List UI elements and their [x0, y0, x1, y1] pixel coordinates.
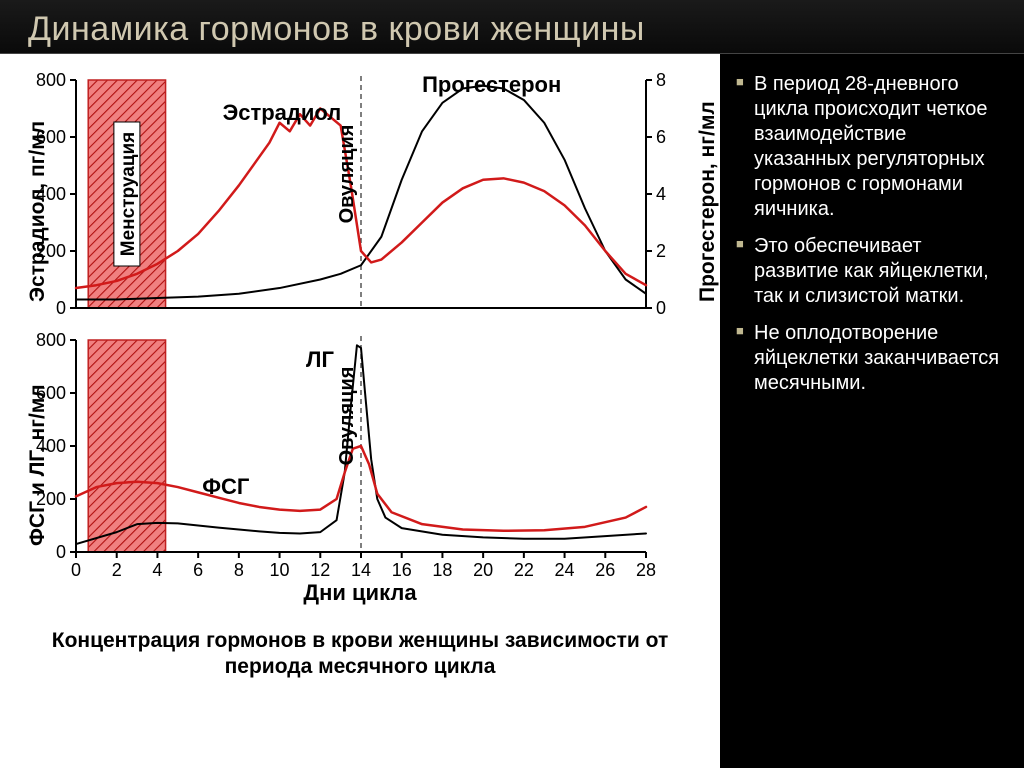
svg-text:12: 12 — [310, 560, 330, 580]
y-left-label: ФСГ и ЛГ, нг/мл — [26, 384, 50, 546]
svg-text:800: 800 — [36, 70, 66, 90]
svg-text:0: 0 — [656, 298, 666, 318]
svg-text:Прогестерон: Прогестерон — [422, 72, 561, 97]
svg-text:22: 22 — [514, 560, 534, 580]
svg-text:2: 2 — [112, 560, 122, 580]
svg-text:800: 800 — [36, 330, 66, 350]
svg-text:4: 4 — [152, 560, 162, 580]
svg-text:Эстрадиол: Эстрадиол — [223, 100, 342, 125]
bullet-item: В период 28-дневного цикла происходит че… — [736, 72, 1006, 222]
y-left-label: Эстрадиол, пг/мл — [26, 121, 50, 302]
svg-text:28: 28 — [636, 560, 656, 580]
svg-text:0: 0 — [71, 560, 81, 580]
svg-text:4: 4 — [656, 184, 666, 204]
svg-text:8: 8 — [656, 70, 666, 90]
slide: Динамика гормонов в крови женщины 020040… — [0, 0, 1024, 768]
svg-text:14: 14 — [351, 560, 371, 580]
svg-text:8: 8 — [234, 560, 244, 580]
svg-text:ФСГ: ФСГ — [202, 474, 250, 499]
bottom-chart-panel: 02004006008000246810121416182022242628ЛГ… — [6, 322, 714, 582]
svg-text:20: 20 — [473, 560, 493, 580]
bullet-list: В период 28-дневного цикла происходит че… — [736, 72, 1006, 396]
svg-text:10: 10 — [270, 560, 290, 580]
svg-text:0: 0 — [56, 542, 66, 562]
svg-text:Менструация: Менструация — [118, 132, 139, 256]
text-column: В период 28-дневного цикла происходит че… — [720, 54, 1024, 768]
chart-stack: 020040060080002468ЭстрадиолПрогестеронМе… — [6, 62, 714, 681]
svg-text:Овуляция: Овуляция — [336, 125, 358, 224]
bullet-item: Это обеспечивает развитие как яйцеклетки… — [736, 234, 1006, 309]
svg-text:26: 26 — [595, 560, 615, 580]
slide-title: Динамика гормонов в крови женщины — [28, 10, 996, 49]
top-chart-panel: 020040060080002468ЭстрадиолПрогестеронМе… — [6, 62, 714, 322]
svg-text:6: 6 — [193, 560, 203, 580]
svg-text:2: 2 — [656, 241, 666, 261]
svg-text:0: 0 — [56, 298, 66, 318]
svg-text:6: 6 — [656, 127, 666, 147]
svg-text:ЛГ: ЛГ — [306, 347, 334, 372]
title-bar: Динамика гормонов в крови женщины — [0, 0, 1024, 54]
svg-text:18: 18 — [432, 560, 452, 580]
bullet-item: Не оплодотворение яйцеклетки заканчивает… — [736, 321, 1006, 396]
content-row: 020040060080002468ЭстрадиолПрогестеронМе… — [0, 54, 1024, 768]
chart-caption: Концентрация гормонов в крови женщины за… — [6, 628, 714, 681]
svg-text:24: 24 — [555, 560, 575, 580]
y-right-label: Прогестерон, нг/мл — [696, 101, 720, 302]
x-axis-label: Дни цикла — [6, 580, 714, 606]
chart-column: 020040060080002468ЭстрадиолПрогестеронМе… — [0, 54, 720, 768]
svg-text:Овуляция: Овуляция — [336, 367, 358, 466]
svg-text:16: 16 — [392, 560, 412, 580]
